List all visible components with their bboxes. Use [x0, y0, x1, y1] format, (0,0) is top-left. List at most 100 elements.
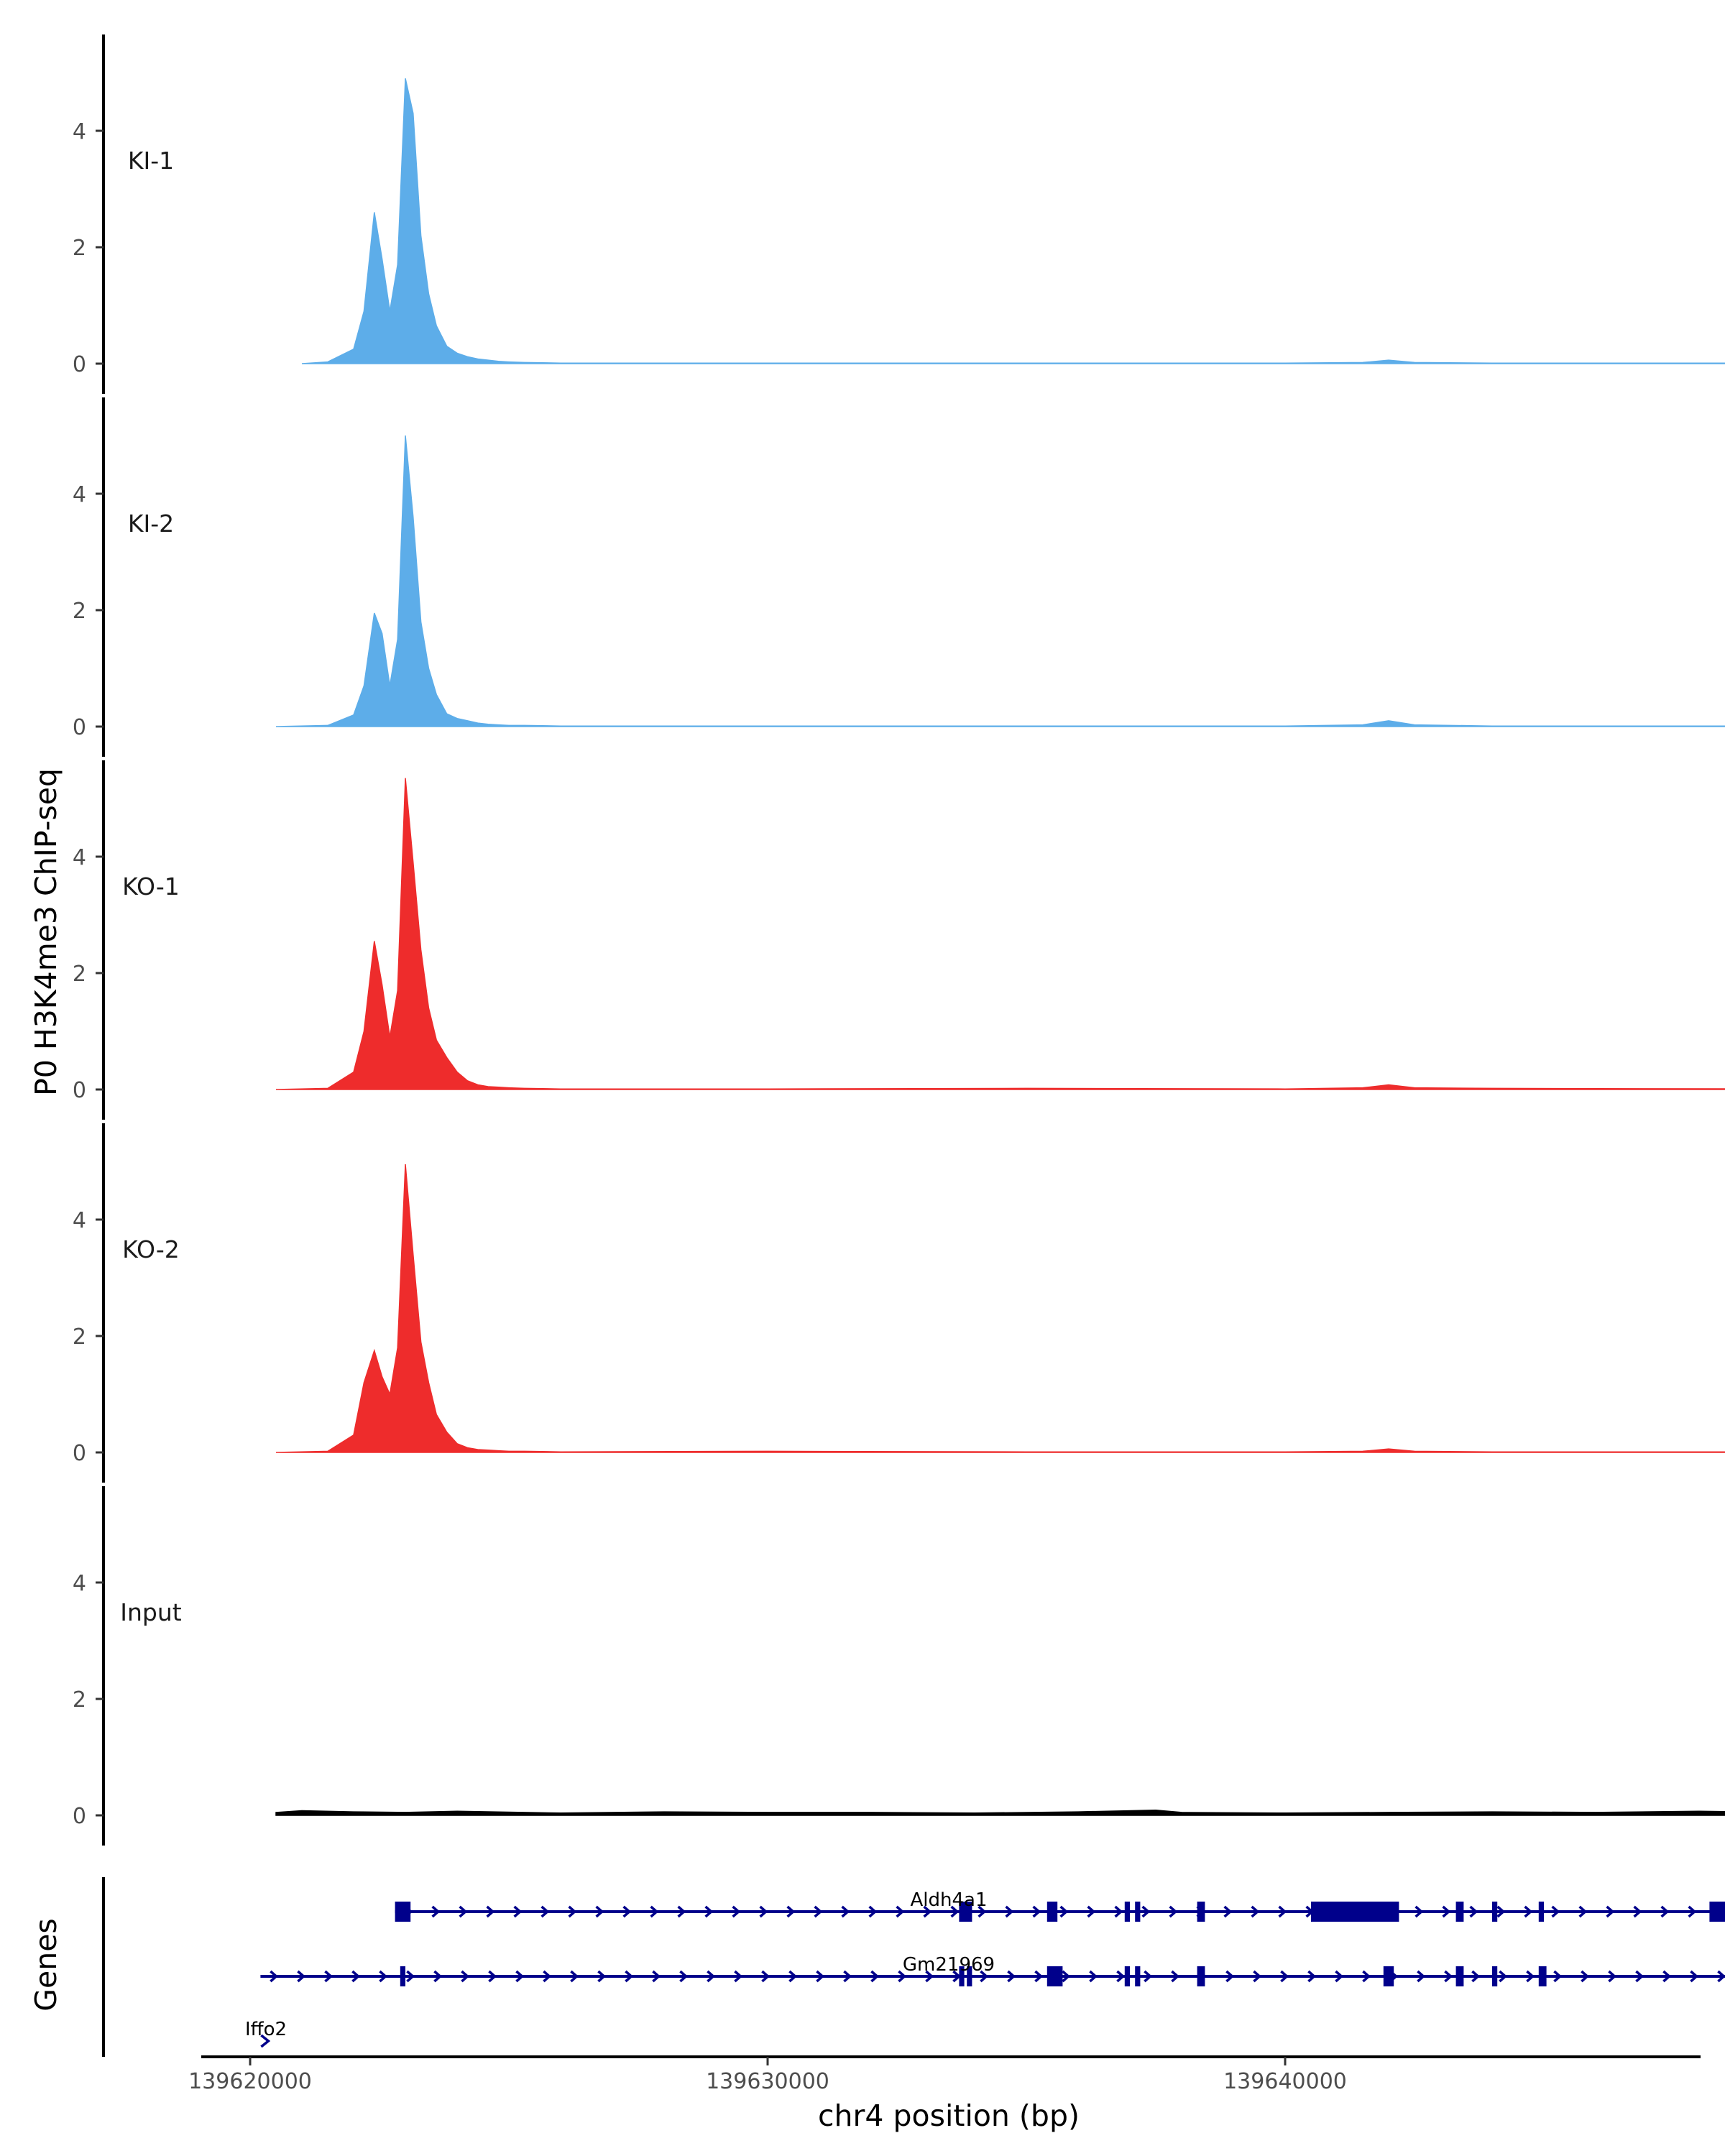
x-tick-label: 139620000: [188, 2069, 312, 2094]
strand-arrow: [1553, 1970, 1563, 1983]
x-tick-label: 139630000: [706, 2069, 829, 2094]
genes-track: Aldh4a1 Gm21969 Iffo2: [102, 1877, 1725, 2057]
strand-arrow: [1307, 1970, 1317, 1983]
exon: [1135, 1966, 1141, 1986]
strand-arrow: [1690, 1970, 1699, 1983]
track-input: 0 2 4 Input: [73, 1486, 1725, 1846]
strand-arrow: [677, 1905, 686, 1918]
strand-arrow: [679, 1970, 689, 1983]
strand-arrow: [704, 1905, 714, 1918]
strand-arrow: [1087, 1905, 1096, 1918]
y-tick-label: 2: [73, 236, 86, 261]
strand-arrow: [433, 1970, 443, 1983]
exon: [1383, 1966, 1394, 1986]
strand-arrow: [1499, 1970, 1508, 1983]
strand-arrow: [1717, 1970, 1725, 1983]
x-axis: 139620000139630000139640000139650000: [188, 2055, 1701, 2094]
y-tick-label: 4: [73, 482, 86, 507]
strand-arrow: [816, 1970, 825, 1983]
strand-arrow: [1141, 1905, 1151, 1918]
y-tick-label: 2: [73, 599, 86, 624]
exon: [1046, 1902, 1058, 1922]
exon: [1492, 1902, 1498, 1922]
y-tick-label: 4: [73, 1571, 86, 1596]
strand-arrow: [1662, 1970, 1672, 1983]
strand-arrow: [1362, 1970, 1371, 1983]
strand-arrow: [488, 1970, 497, 1983]
track-ko-1: 0 2 4 KO-1: [73, 760, 1725, 1120]
exon: [1124, 1966, 1130, 1986]
strand-arrow: [513, 1905, 523, 1918]
exon: [395, 1902, 411, 1922]
y-tick-label: 0: [73, 1078, 86, 1103]
strand-arrow: [1442, 1905, 1451, 1918]
strand-arrow: [1660, 1905, 1670, 1918]
strand-arrow: [759, 1905, 768, 1918]
strand-arrow: [650, 1905, 659, 1918]
gene-gm21969: Gm21969: [260, 1954, 1725, 1986]
strand-arrow: [1524, 1905, 1533, 1918]
strand-arrow: [1062, 1970, 1071, 1983]
strand-arrow: [707, 1970, 716, 1983]
exon: [1046, 1966, 1063, 1986]
track-label: KO-2: [122, 1235, 180, 1263]
track-label: Input: [120, 1598, 182, 1626]
strand-arrow: [1578, 1905, 1588, 1918]
strand-arrow: [925, 1970, 934, 1983]
strand-arrow: [570, 1970, 579, 1983]
gene-label: Gm21969: [903, 1954, 995, 1976]
strand-arrow: [788, 1970, 798, 1983]
strand-arrow: [814, 1905, 823, 1918]
strand-arrow: [625, 1970, 634, 1983]
strand-arrow: [1444, 1970, 1453, 1983]
track-ko-2: 0 2 4 KO-2: [73, 1123, 1725, 1483]
y-axis-title: P0 H3K4me3 ChIP-seq: [29, 768, 63, 1096]
strand-arrow: [980, 1970, 989, 1983]
exon: [1311, 1902, 1399, 1922]
y-tick-label: 2: [73, 962, 86, 987]
strand-arrow: [1089, 1970, 1098, 1983]
exon: [967, 1966, 972, 1986]
exon: [400, 1966, 405, 1986]
strand-arrow: [486, 1905, 495, 1918]
exon: [1492, 1966, 1498, 1986]
gene-aldh4a1: Aldh4a1: [395, 1889, 1725, 1922]
strand-arrow: [761, 1970, 770, 1983]
exon: [1197, 1902, 1205, 1922]
strand-arrow: [1059, 1905, 1069, 1918]
strand-arrow: [1471, 1970, 1481, 1983]
strand-arrow: [1606, 1905, 1615, 1918]
strand-arrow: [431, 1905, 441, 1918]
exon: [1455, 1902, 1464, 1922]
strand-arrow: [1551, 1905, 1560, 1918]
exon: [959, 1902, 972, 1922]
coverage-tracks: 0 2 4 KI-1 0 2 4 KI-2 0 2 4 KO-1 0 2 4 KO-2 0 2 4 Input: [73, 34, 1725, 1846]
strand-arrow: [297, 1970, 306, 1983]
strand-arrow: [1032, 1905, 1041, 1918]
strand-arrow: [1034, 1970, 1044, 1983]
strand-arrow: [1225, 1970, 1235, 1983]
strand-arrow: [1253, 1970, 1262, 1983]
y-tick-label: 0: [73, 352, 86, 377]
gene-label: Aldh4a1: [910, 1889, 987, 1911]
exon: [1538, 1902, 1544, 1922]
strand-arrow: [459, 1905, 468, 1918]
exon: [1135, 1902, 1141, 1922]
strand-arrow: [1496, 1905, 1506, 1918]
strand-arrow: [898, 1970, 907, 1983]
strand-arrow: [1005, 1905, 1014, 1918]
strand-arrow: [1169, 1905, 1178, 1918]
y-tick-label: 4: [73, 845, 86, 870]
coverage-area: [275, 778, 1725, 1090]
track-label: KI-2: [128, 510, 174, 538]
strand-arrow: [622, 1905, 632, 1918]
y-tick-label: 2: [73, 1325, 86, 1350]
strand-arrow: [1116, 1970, 1126, 1983]
coverage-area: [275, 435, 1725, 727]
x-tick-label: 139640000: [1223, 2069, 1347, 2094]
exon: [1455, 1966, 1464, 1986]
strand-arrow: [1581, 1970, 1590, 1983]
y-tick-label: 4: [73, 1208, 86, 1233]
coverage-area: [275, 1809, 1725, 1816]
